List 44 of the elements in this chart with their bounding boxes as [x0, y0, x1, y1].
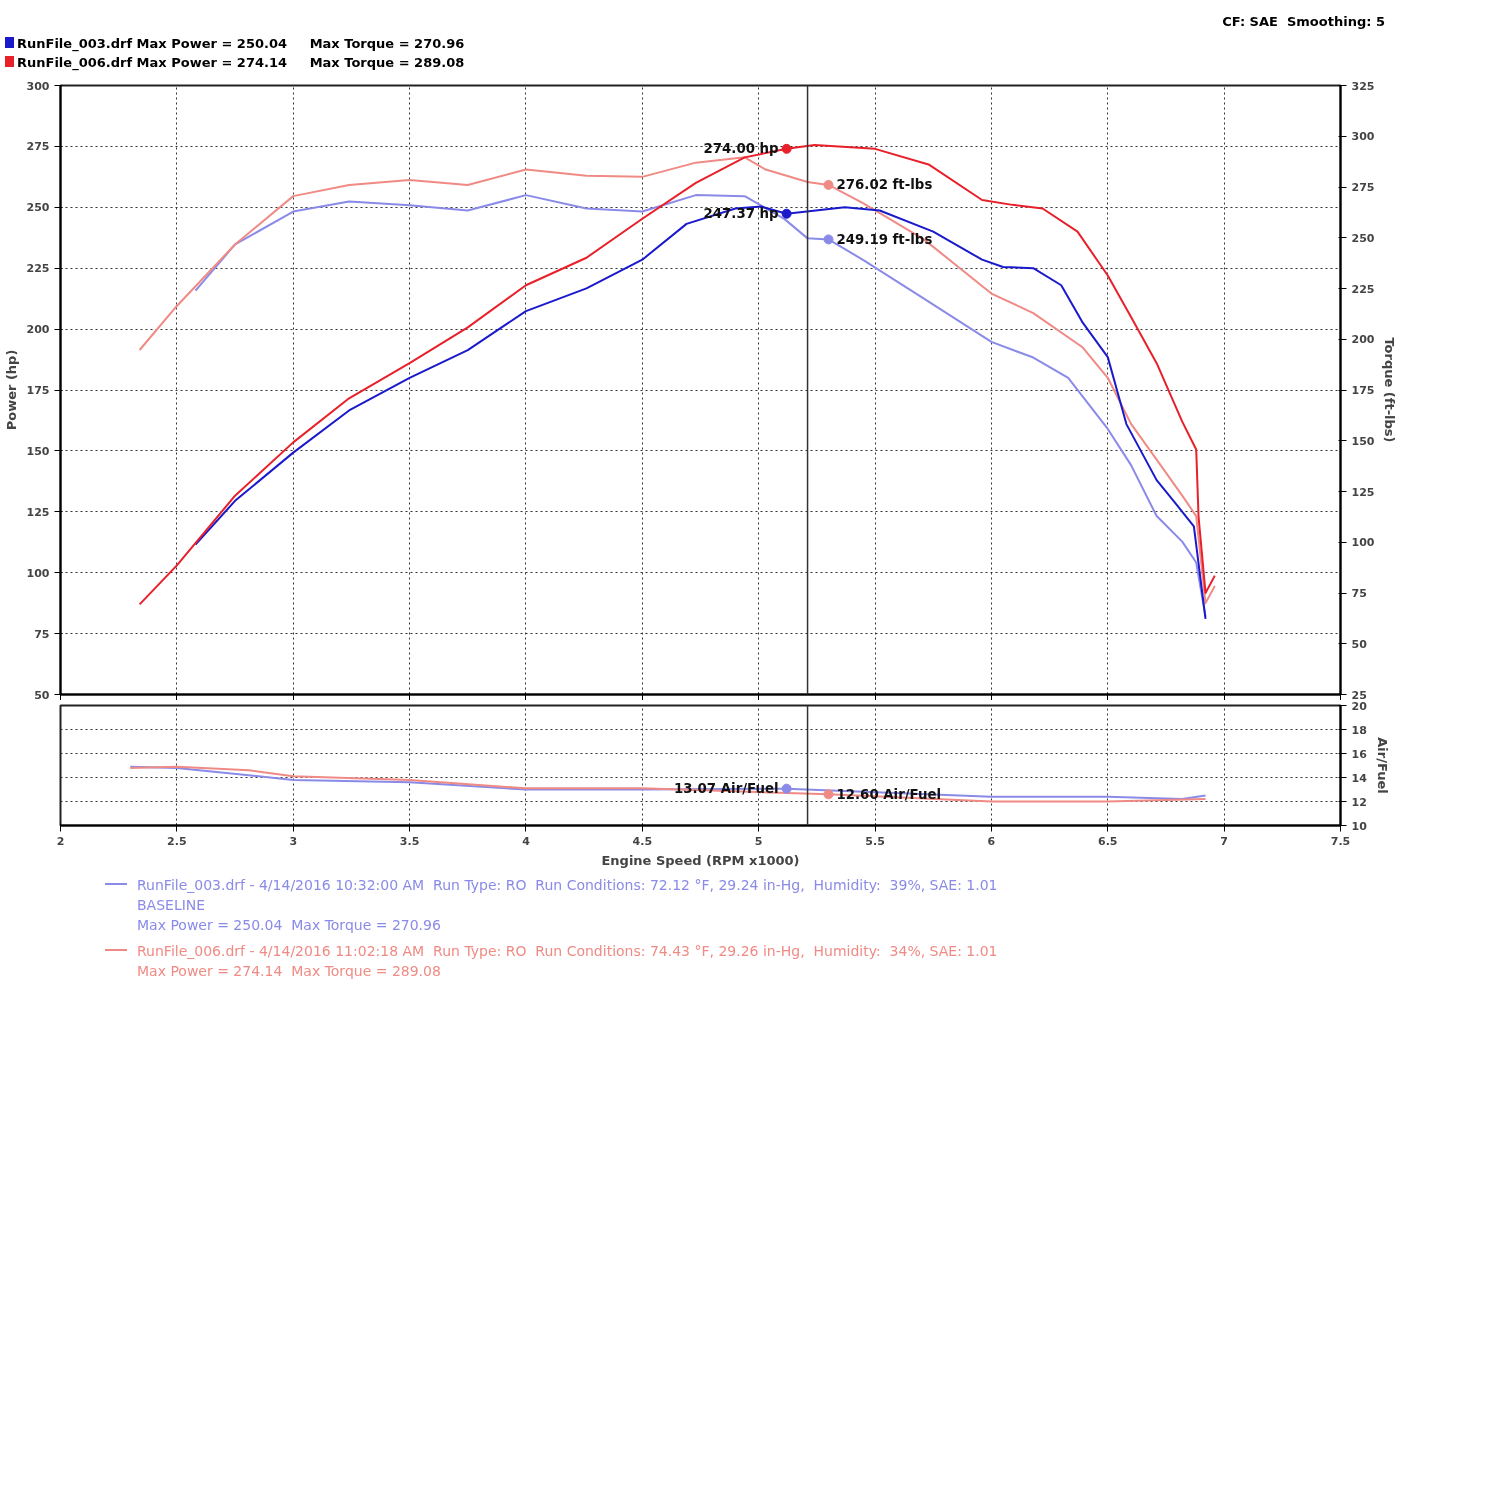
y-tick-label: 75: [34, 627, 50, 641]
data-label: 276.02 ft-lbs: [836, 177, 933, 193]
x-tick-label: 7: [1220, 834, 1228, 848]
y-tick-label: 300: [26, 79, 50, 93]
y-tick-label: 225: [26, 262, 50, 276]
y2-tick-label: 25: [1351, 688, 1367, 702]
data-label: 249.19 ft-lbs: [836, 231, 933, 247]
y-tick-label: 12: [1351, 795, 1367, 809]
y-tick-label: 250: [26, 201, 50, 215]
x-tick-label: 4.5: [632, 834, 653, 848]
y-tick-label: 50: [34, 688, 50, 702]
y-tick-label: 125: [26, 505, 50, 519]
data-label: 12.60 Air/Fuel: [836, 786, 942, 802]
y-tick-label: 14: [1351, 771, 1368, 785]
x-tick-label: 5.5: [865, 834, 885, 848]
data-label: 13.07 Air/Fuel: [673, 781, 779, 797]
y-tick-label: 275: [26, 140, 50, 154]
x-tick-label: 6: [987, 834, 996, 848]
x-tick-label: 7.5: [1330, 834, 1351, 848]
y-axis-title: Power (hp): [3, 349, 19, 431]
y-tick-label: 16: [1351, 747, 1368, 761]
x-axis-title: Engine Speed (RPM x1000): [601, 852, 800, 868]
x-tick-label: 2: [56, 834, 65, 848]
y-tick-label: 100: [26, 566, 50, 580]
x-tick-label: 3: [289, 834, 298, 848]
y-axis-title: Air/Fuel: [1374, 737, 1390, 794]
y-tick-label: 20: [1351, 699, 1368, 713]
y2-tick-label: 325: [1351, 79, 1375, 93]
x-tick-label: 5: [754, 834, 763, 848]
y-tick-label: 150: [26, 444, 50, 458]
y-tick-label: 18: [1351, 723, 1367, 737]
y-tick-label: 10: [1351, 819, 1368, 833]
y2-axis-title: Torque (ft-lbs): [1382, 337, 1398, 443]
legend-label: RunFile_006.drf - 4/14/2016 11:02:18 AM Run Type: RO Run Conditions: 74.43 °F, 29.26 in-Hg, Humidity: 34%, SAE: 1.01 Max Power = 274.14 Max Torque = 289.08: [137, 942, 998, 981]
text: RunFile_003.drf Max Power = 250.04 Max Torque = 270.96: [16, 35, 465, 54]
x-tick-label: 2.5: [167, 834, 187, 848]
text: CF: SAE Smoothing: 5: [1222, 13, 1385, 31]
x-tick-label: 3.5: [399, 834, 420, 848]
legend-label: RunFile_003.drf - 4/14/2016 10:32:00 AM Run Type: RO Run Conditions: 72.12 °F, 29.24 in-Hg, Humidity: 39%, SAE: 1.01 BASELINE Max Power = 250.04 Max Torque = 270.96: [137, 876, 998, 935]
x-tick-label: 6.5: [1098, 834, 1118, 848]
y-tick-label: 200: [26, 323, 50, 337]
y-tick-label: 175: [26, 384, 50, 397]
text: RunFile_006.drf Max Power = 274.14 Max Torque = 289.08: [16, 53, 465, 73]
x-tick-label: 4: [522, 834, 531, 848]
